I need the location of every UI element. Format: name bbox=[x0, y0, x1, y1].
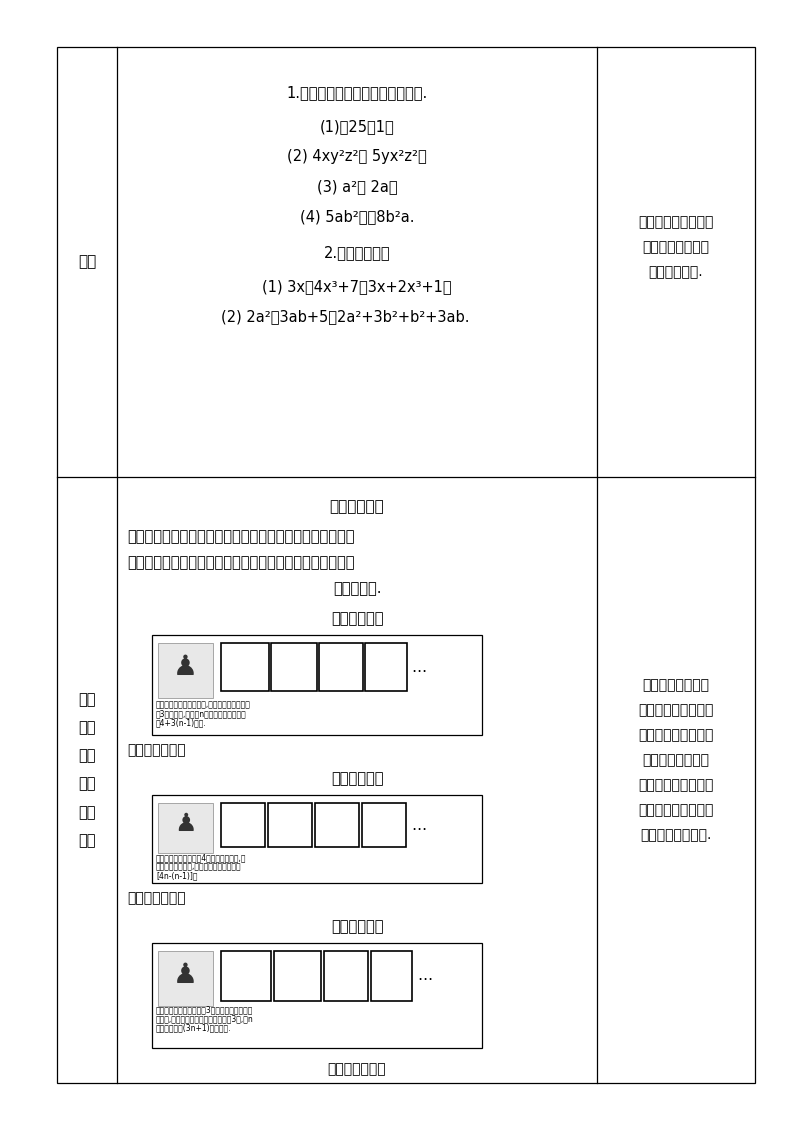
Bar bbox=[268, 803, 312, 847]
Text: ♟: ♟ bbox=[173, 960, 198, 988]
Text: (1) 3x－4x³+7－3x+2x³+1；: (1) 3x－4x³+7－3x+2x³+1； bbox=[262, 279, 452, 294]
Text: [4n-(n-1)]根: [4n-(n-1)]根 bbox=[156, 871, 198, 880]
Text: 让学生经历动手实
践，将实际问题抽象
为数学问题的过程，
感受数学知识与生
活的联系，激发学生
的学习兴趣，也为新
课的学习做好铺垫.: 让学生经历动手实 践，将实际问题抽象 为数学问题的过程， 感受数学知识与生 活的… bbox=[638, 678, 714, 842]
Text: 同学们还记得用火柴棒搭正方形时，怎样计算所需要的火柴: 同学们还记得用火柴棒搭正方形时，怎样计算所需要的火柴 bbox=[127, 529, 354, 544]
Text: …: … bbox=[411, 659, 426, 675]
Text: 拼成的,此后每增加一个正方形就增加3根,搭n: 拼成的,此后每增加一个正方形就增加3根,搭n bbox=[156, 1014, 254, 1023]
Text: 第一个正方形搭框火柴棒,每增加一个正方形增: 第一个正方形搭框火柴棒,每增加一个正方形增 bbox=[156, 700, 251, 709]
Text: (4) 5ab²与－8b²a.: (4) 5ab²与－8b²a. bbox=[300, 209, 414, 223]
Text: 个正方形共搭(3n+1)根火柴棒.: 个正方形共搭(3n+1)根火柴棒. bbox=[156, 1023, 232, 1032]
Bar bbox=[152, 943, 482, 1048]
Bar bbox=[371, 951, 412, 1001]
Bar bbox=[221, 803, 265, 847]
Bar bbox=[57, 47, 755, 1083]
Text: 图２－２－１３: 图２－２－１３ bbox=[127, 891, 186, 905]
Text: 图２－２－１２: 图２－２－１２ bbox=[127, 743, 186, 757]
Text: 活动
一：
创设
情境
导入
新课: 活动 一： 创设 情境 导入 新课 bbox=[79, 692, 96, 848]
Text: 小刚的做法：: 小刚的做法： bbox=[331, 919, 384, 934]
Text: 搭每一个正方形都要用4根火柴棒搭成的,当: 搭每一个正方形都要用4根火柴棒搭成的,当 bbox=[156, 853, 246, 862]
Text: 学生回忆并回答，为
本课的学习提供迁
移或类比方法.: 学生回忆并回答，为 本课的学习提供迁 移或类比方法. bbox=[638, 214, 714, 279]
Text: (2) 2a²－3ab+5－2a²+3b²+b²+3ab.: (2) 2a²－3ab+5－2a²+3b²+b²+3ab. bbox=[221, 309, 469, 325]
Text: ♟: ♟ bbox=[173, 652, 198, 681]
Text: 小明的做法：: 小明的做法： bbox=[331, 611, 384, 626]
Text: 如下做法搭.: 如下做法搭. bbox=[333, 581, 381, 596]
Text: 1.判断下列各组式子是否为同类项.: 1.判断下列各组式子是否为同类项. bbox=[287, 85, 428, 100]
Bar bbox=[274, 951, 321, 1001]
Text: 回顾: 回顾 bbox=[78, 255, 96, 270]
Text: 图２－２－１４: 图２－２－１４ bbox=[328, 1062, 387, 1076]
Bar bbox=[152, 634, 482, 734]
Bar bbox=[324, 951, 368, 1001]
Bar bbox=[158, 643, 213, 699]
Text: 【4+3(n-1)】根.: 【4+3(n-1)】根. bbox=[156, 718, 206, 727]
Bar bbox=[365, 643, 407, 691]
Bar bbox=[221, 643, 269, 691]
Text: (1)－25与1；: (1)－25与1； bbox=[320, 119, 395, 134]
Bar bbox=[221, 951, 271, 1001]
Text: 2.合并同类项：: 2.合并同类项： bbox=[324, 245, 391, 261]
Bar bbox=[158, 803, 213, 853]
Bar bbox=[271, 643, 317, 691]
Bar bbox=[319, 643, 363, 691]
Text: …: … bbox=[417, 968, 432, 984]
Text: 棒的根数吗？拿出准备好的火柴，先自己搭一下，然后再按: 棒的根数吗？拿出准备好的火柴，先自己搭一下，然后再按 bbox=[127, 555, 354, 570]
Text: …: … bbox=[411, 818, 426, 832]
Text: (3) a²与 2a；: (3) a²与 2a； bbox=[317, 179, 397, 194]
Text: ♟: ♟ bbox=[175, 812, 197, 836]
Bar bbox=[158, 951, 213, 1006]
Text: 【课堂引入】: 【课堂引入】 bbox=[330, 499, 384, 514]
Text: (2) 4xy²z²与 5yx²z²；: (2) 4xy²z²与 5yx²z²； bbox=[287, 149, 427, 164]
Text: 第一个正方形可以搭成最3根火柴棒围成人字形: 第一个正方形可以搭成最3根火柴棒围成人字形 bbox=[156, 1005, 253, 1014]
Bar bbox=[315, 803, 359, 847]
Text: 小颖的做法：: 小颖的做法： bbox=[331, 772, 384, 786]
Text: 加3根火柴棒,那么搭n个正方形要搭火柴棒: 加3根火柴棒,那么搭n个正方形要搭火柴棒 bbox=[156, 709, 247, 718]
Bar bbox=[362, 803, 406, 847]
Text: 着形成共同的框架,每个正方形要搭火柴棒: 着形成共同的框架,每个正方形要搭火柴棒 bbox=[156, 862, 241, 871]
Bar bbox=[152, 795, 482, 883]
